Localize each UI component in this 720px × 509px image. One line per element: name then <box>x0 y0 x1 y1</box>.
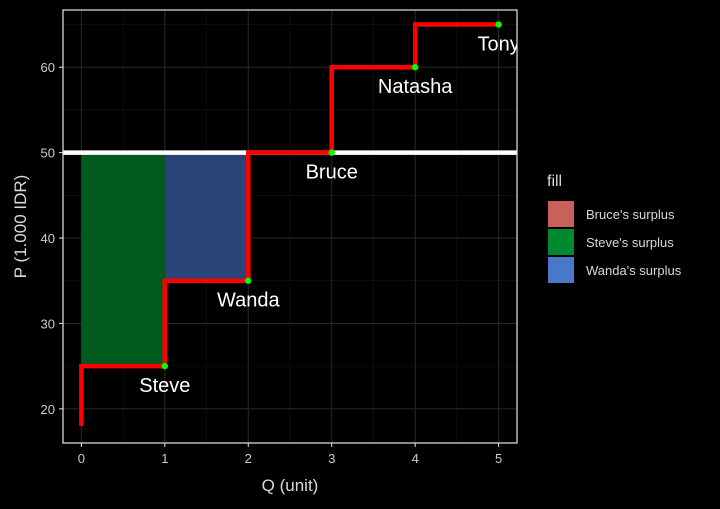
seller-point-2 <box>328 149 335 156</box>
y-tick-label-0: 20 <box>41 402 55 417</box>
legend-key-0 <box>548 201 574 227</box>
seller-point-3 <box>411 64 419 71</box>
legend-key-1 <box>548 229 574 255</box>
seller-point-4 <box>495 21 502 28</box>
seller-label-2: Bruce <box>306 162 358 184</box>
x-tick-label-1: 1 <box>161 451 168 466</box>
x-tick-label-4: 4 <box>412 451 419 466</box>
legend-label-0: Bruce's surplus <box>586 207 675 222</box>
seller-label-4: Tony <box>478 34 520 56</box>
y-tick-label-4: 60 <box>41 60 55 75</box>
y-axis-title: P (1.000 IDR) <box>11 175 30 279</box>
seller-label-0: Steve <box>139 375 190 397</box>
legend-label-2: Wanda's surplus <box>586 263 682 278</box>
surplus-area-1 <box>164 152 249 281</box>
x-tick-label-3: 3 <box>328 451 335 466</box>
supply-step-line <box>79 22 499 426</box>
legend-label-1: Steve's surplus <box>586 235 674 250</box>
top-margin <box>0 0 720 10</box>
panel-border <box>62 9 518 444</box>
y-tick-label-1: 30 <box>41 316 55 331</box>
x-axis-title: Q (unit) <box>262 476 319 495</box>
x-tick-label-2: 2 <box>245 451 252 466</box>
y-tick-label-2: 40 <box>41 231 55 246</box>
y-tick-label-3: 50 <box>41 146 55 161</box>
seller-point-1 <box>245 277 252 284</box>
x-tick-label-5: 5 <box>495 451 502 466</box>
surplus-area-0 <box>81 152 165 367</box>
seller-point-0 <box>161 362 169 370</box>
x-tick-label-0: 0 <box>78 451 85 466</box>
right-margin <box>517 0 720 504</box>
legend-key-2 <box>548 257 574 283</box>
legend-title: fill <box>547 173 562 190</box>
seller-label-1: Wanda <box>217 290 281 312</box>
seller-label-3: Natasha <box>378 76 453 98</box>
